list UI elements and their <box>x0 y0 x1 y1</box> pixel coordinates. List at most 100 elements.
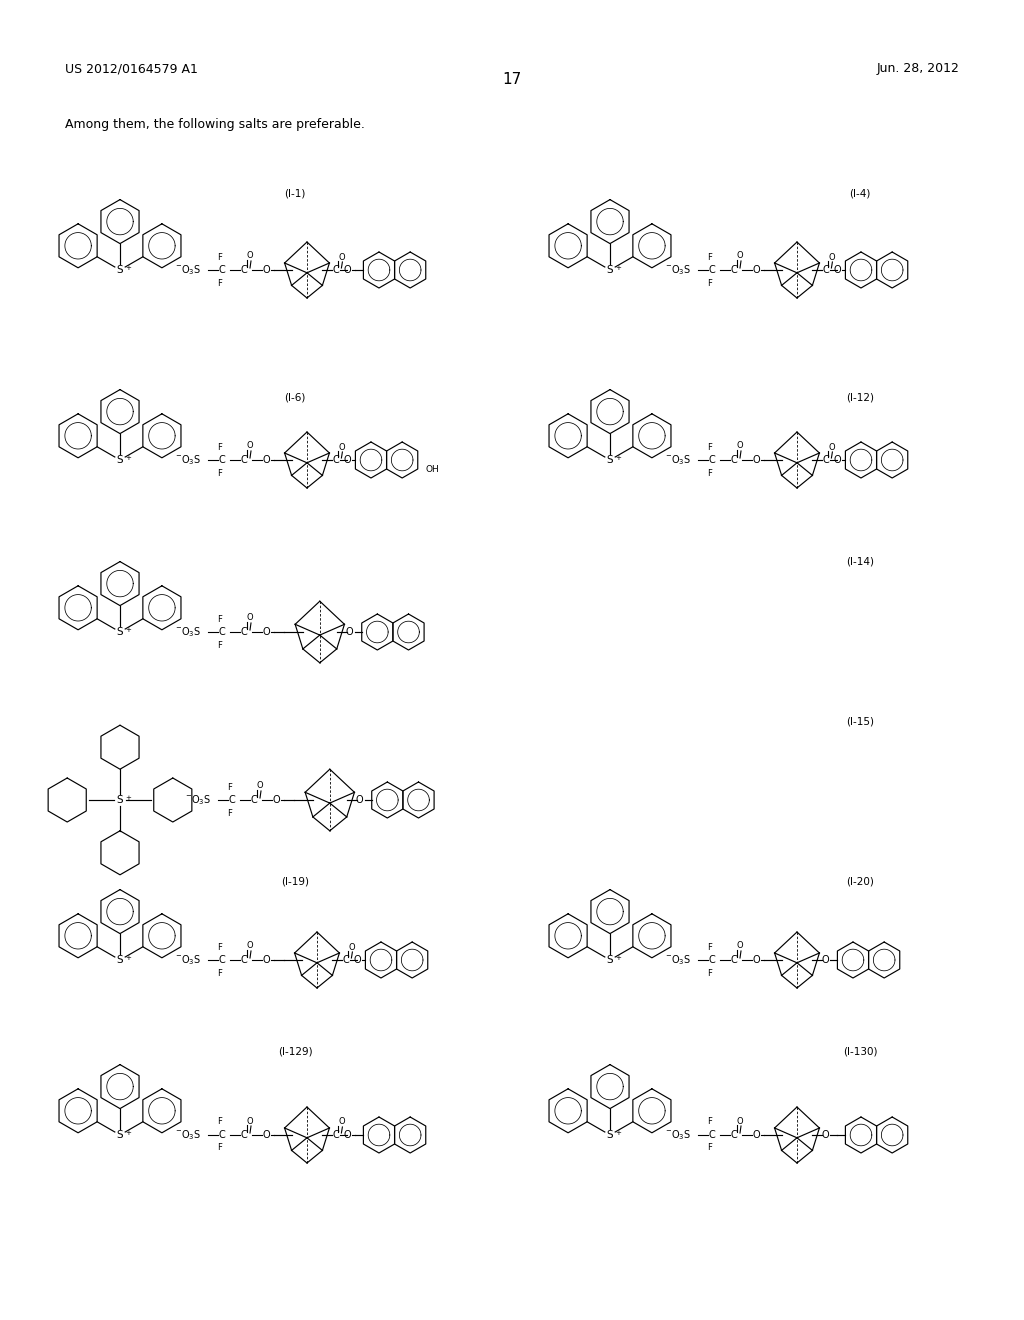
Text: $^{-}$O$_3$S: $^{-}$O$_3$S <box>175 953 201 966</box>
Text: C: C <box>219 265 225 275</box>
Text: S: S <box>117 265 123 275</box>
Text: C: C <box>219 954 225 965</box>
Text: O: O <box>344 265 351 275</box>
Text: F: F <box>217 469 222 478</box>
Text: O: O <box>356 795 364 805</box>
Text: (I-12): (I-12) <box>846 393 874 403</box>
Text: C: C <box>219 1130 225 1140</box>
Text: $^{-}$O$_3$S: $^{-}$O$_3$S <box>175 453 201 467</box>
Text: +: + <box>125 265 131 271</box>
Text: O: O <box>753 954 760 965</box>
Text: $^{-}$O$_3$S: $^{-}$O$_3$S <box>185 793 211 807</box>
Text: S: S <box>117 795 123 805</box>
Text: O: O <box>247 614 253 623</box>
Text: O: O <box>262 954 269 965</box>
Text: OH: OH <box>425 465 439 474</box>
Text: F: F <box>217 942 222 952</box>
Text: C: C <box>332 1130 339 1140</box>
Text: (I-129): (I-129) <box>278 1047 312 1057</box>
Text: C: C <box>709 265 716 275</box>
Text: O: O <box>736 441 743 450</box>
Text: O: O <box>257 781 263 791</box>
Text: O: O <box>262 627 269 638</box>
Text: O: O <box>353 954 361 965</box>
Text: O: O <box>272 795 280 805</box>
Text: +: + <box>125 455 131 461</box>
Text: (I-20): (I-20) <box>846 876 873 887</box>
Text: C: C <box>219 455 225 465</box>
Text: C: C <box>342 954 349 965</box>
Text: C: C <box>241 1130 248 1140</box>
Text: S: S <box>117 455 123 465</box>
Text: C: C <box>731 954 737 965</box>
Text: F: F <box>708 279 713 288</box>
Text: F: F <box>708 252 713 261</box>
Text: +: + <box>615 265 621 271</box>
Text: C: C <box>332 265 339 275</box>
Text: O: O <box>753 1130 760 1140</box>
Text: Jun. 28, 2012: Jun. 28, 2012 <box>877 62 959 75</box>
Text: O: O <box>338 1118 345 1126</box>
Text: (I-6): (I-6) <box>285 393 306 403</box>
Text: F: F <box>708 1118 713 1126</box>
Text: F: F <box>708 1143 713 1152</box>
Text: C: C <box>241 954 248 965</box>
Text: C: C <box>228 795 236 805</box>
Text: F: F <box>217 1143 222 1152</box>
Text: C: C <box>709 954 716 965</box>
Text: $^{-}$O$_3$S: $^{-}$O$_3$S <box>175 1129 201 1142</box>
Text: O: O <box>821 1130 829 1140</box>
Text: C: C <box>822 265 828 275</box>
Text: O: O <box>262 455 269 465</box>
Text: O: O <box>736 1117 743 1126</box>
Text: F: F <box>217 640 222 649</box>
Text: (I-19): (I-19) <box>281 876 309 887</box>
Text: S: S <box>117 954 123 965</box>
Text: C: C <box>251 795 257 805</box>
Text: +: + <box>125 627 131 634</box>
Text: F: F <box>227 808 232 817</box>
Text: C: C <box>241 455 248 465</box>
Text: F: F <box>217 969 222 978</box>
Text: C: C <box>731 455 737 465</box>
Text: O: O <box>348 942 354 952</box>
Text: O: O <box>834 265 841 275</box>
Text: F: F <box>227 783 232 792</box>
Text: O: O <box>828 442 835 451</box>
Text: S: S <box>606 455 613 465</box>
Text: O: O <box>344 1130 351 1140</box>
Text: S: S <box>606 265 613 275</box>
Text: F: F <box>708 969 713 978</box>
Text: C: C <box>822 455 828 465</box>
Text: +: + <box>125 795 131 801</box>
Text: O: O <box>753 455 760 465</box>
Text: F: F <box>708 442 713 451</box>
Text: $^{-}$O$_3$S: $^{-}$O$_3$S <box>665 453 691 467</box>
Text: $^{-}$O$_3$S: $^{-}$O$_3$S <box>665 953 691 966</box>
Text: O: O <box>247 252 253 260</box>
Text: +: + <box>615 954 621 961</box>
Text: +: + <box>615 1130 621 1137</box>
Text: O: O <box>834 455 841 465</box>
Text: S: S <box>606 1130 613 1140</box>
Text: +: + <box>615 455 621 461</box>
Text: (I-14): (I-14) <box>846 556 874 566</box>
Text: C: C <box>731 1130 737 1140</box>
Text: O: O <box>736 252 743 260</box>
Text: F: F <box>217 1118 222 1126</box>
Text: C: C <box>709 455 716 465</box>
Text: O: O <box>262 1130 269 1140</box>
Text: (I-1): (I-1) <box>285 187 306 198</box>
Text: S: S <box>117 1130 123 1140</box>
Text: O: O <box>262 265 269 275</box>
Text: O: O <box>247 441 253 450</box>
Text: F: F <box>217 252 222 261</box>
Text: S: S <box>117 627 123 638</box>
Text: F: F <box>217 615 222 623</box>
Text: O: O <box>338 442 345 451</box>
Text: C: C <box>241 265 248 275</box>
Text: C: C <box>241 627 248 638</box>
Text: O: O <box>753 265 760 275</box>
Text: +: + <box>125 1130 131 1137</box>
Text: S: S <box>606 954 613 965</box>
